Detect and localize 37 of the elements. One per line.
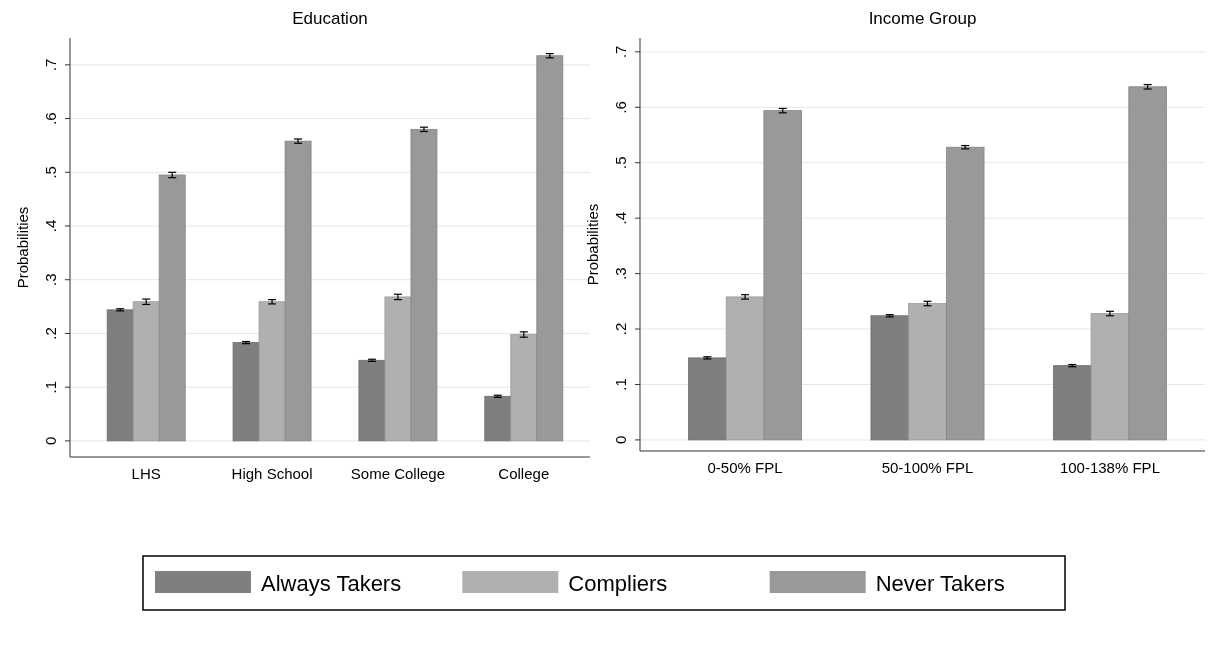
- y-tick-label: .4: [612, 211, 629, 225]
- x-tick-label: LHS: [131, 465, 161, 482]
- y-tick-label: .6: [42, 112, 59, 125]
- bar: [232, 342, 260, 442]
- y-tick-label: .7: [42, 58, 59, 72]
- y-tick-label: .2: [612, 322, 629, 336]
- bar: [484, 395, 512, 442]
- legend-label: Never Takers: [875, 571, 1005, 596]
- x-tick-label: 0-50% FPL: [707, 459, 783, 476]
- y-tick-label: .1: [612, 378, 629, 391]
- y-tick-label: .4: [42, 219, 59, 233]
- x-tick-label: High School: [231, 465, 313, 482]
- bar: [688, 357, 727, 441]
- y-tick-label: .7: [612, 45, 629, 59]
- y-tick-label: .1: [42, 380, 59, 394]
- bar: [870, 315, 910, 441]
- y-tick-label: .6: [612, 101, 629, 114]
- chart-title: Education: [292, 9, 368, 28]
- y-tick-label: 0: [612, 435, 629, 445]
- bar: [106, 309, 134, 442]
- x-tick-label: Some College: [350, 465, 446, 482]
- y-axis-title: Probabilities: [584, 203, 601, 286]
- chart-title: Income Group: [868, 9, 977, 28]
- bar: [358, 359, 386, 442]
- x-tick-label: 50-100% FPL: [881, 459, 974, 476]
- y-tick-label: .2: [42, 327, 59, 340]
- bar: [1052, 365, 1092, 441]
- y-tick-label: .5: [42, 166, 59, 179]
- legend-label: Always Takers: [261, 571, 402, 596]
- y-tick-label: .3: [612, 267, 629, 280]
- y-tick-label: 0: [42, 436, 59, 446]
- y-tick-label: .5: [612, 156, 629, 169]
- x-tick-label: 100-138% FPL: [1059, 459, 1160, 476]
- x-tick-label: College: [498, 465, 550, 482]
- legend-label: Compliers: [568, 571, 668, 596]
- y-tick-label: .3: [42, 273, 59, 286]
- y-axis-title: Probabilities: [14, 206, 31, 289]
